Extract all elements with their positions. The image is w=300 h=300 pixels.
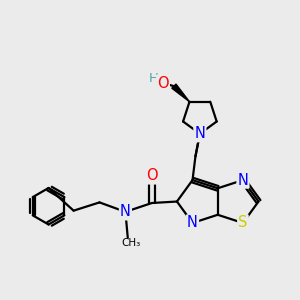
- Text: N: N: [120, 204, 131, 219]
- Text: N: N: [194, 126, 205, 141]
- Text: N: N: [187, 215, 198, 230]
- Polygon shape: [172, 84, 190, 102]
- Text: H: H: [148, 72, 158, 85]
- Text: O: O: [146, 168, 158, 183]
- Text: CH₃: CH₃: [122, 238, 141, 248]
- Text: O: O: [157, 76, 169, 91]
- Text: S: S: [238, 215, 248, 230]
- Text: N: N: [238, 172, 248, 188]
